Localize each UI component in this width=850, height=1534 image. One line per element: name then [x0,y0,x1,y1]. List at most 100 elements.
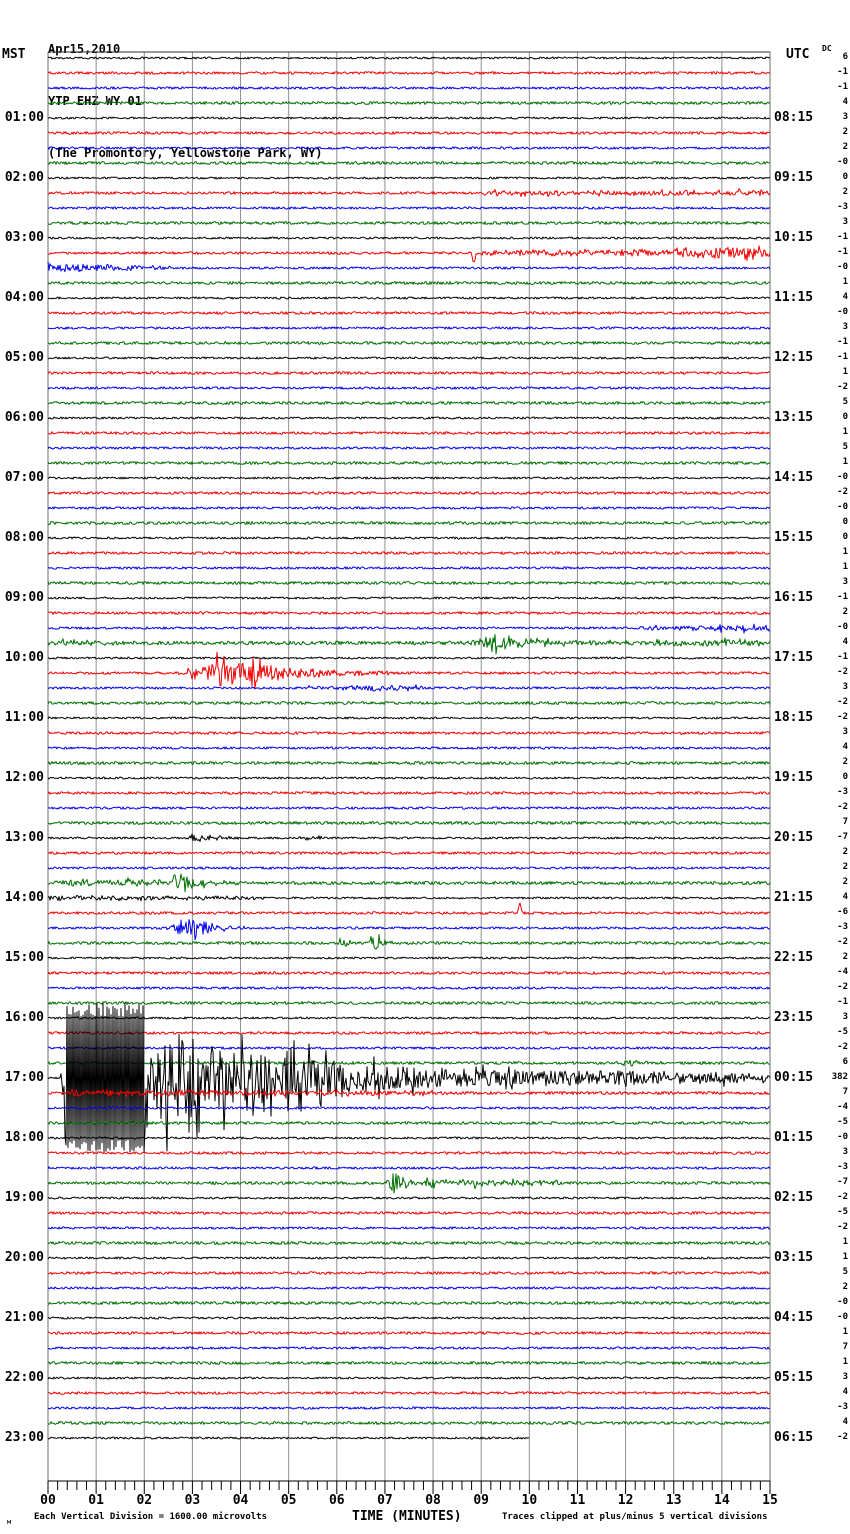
seismogram-trace [47,1331,771,1335]
seismogram-trace [47,296,771,300]
seismogram-trace [47,146,770,150]
seismogram-trace [47,131,770,135]
seismogram-trace [47,934,771,950]
seismogram-trace [47,1121,771,1125]
seismogram-trace [47,161,771,165]
seismogram-trace [47,1406,771,1410]
x-axis-title: TIME (MINUTES) [352,1509,462,1524]
seismogram-trace [47,536,771,540]
seismogram-trace [47,1226,770,1230]
seismogram-trace [47,506,771,510]
seismogram-trace [47,623,771,634]
seismogram-trace [47,873,771,893]
seismogram-trace [47,581,771,585]
seismogram-trace [47,86,771,90]
dc-column-header: DC [822,44,832,53]
seismogram-trace [47,684,771,692]
seismogram-trace [47,1001,771,1005]
seismogram-trace [47,1241,771,1245]
seismogram-trace [47,206,771,210]
seismogram-trace [47,634,771,655]
seismogram-trace [48,1016,771,1020]
seismogram-trace [47,776,770,780]
seismogram-trace [47,71,771,75]
title-station: YTP EHZ WY 01 [48,94,142,108]
seismogram-trace [47,491,771,495]
seismogram-trace [47,1196,771,1200]
left-axis-header: MST [2,47,26,62]
seismogram-trace [47,651,771,689]
seismogram-trace [47,821,771,825]
seismogram-trace [47,1166,771,1170]
seismogram-trace [47,101,771,105]
seismogram-trace [47,416,771,420]
seismogram-trace [47,1301,770,1305]
seismogram-trace [47,521,771,525]
seismogram-trace [47,551,771,555]
seismogram-trace [47,371,771,375]
seismogram-trace [47,1346,771,1350]
seismogram-trace [47,1173,771,1194]
seismogram-trace [47,866,771,870]
seismogram-trace [47,919,771,941]
seismogram-trace [47,833,771,842]
seismogram-trace [47,188,771,198]
right-axis-header: UTC [786,47,810,62]
seismogram-trace [47,56,770,60]
seismogram-trace [47,956,771,960]
seismogram-trace [47,746,771,750]
seismogram-trace [47,1271,771,1275]
seismogram-trace [47,806,771,810]
seismogram-trace [47,236,771,240]
seismogram-trace [47,1256,771,1260]
seismogram-trace [47,701,771,705]
seismogram-trace [47,176,771,180]
seismogram-trace [47,1316,771,1320]
seismogram-trace [47,1059,771,1067]
seismogram-trace [47,1211,771,1215]
seismogram-trace [47,1002,771,1153]
seismogram-trace [47,1136,771,1140]
seismogram-trace [47,971,771,975]
seismogram-trace [47,261,771,273]
seismogram-trace [47,902,771,915]
seismogram-trace [47,1361,771,1365]
seismogram-trace [47,116,771,120]
seismogram-trace [47,245,771,263]
seismogram-trace [48,731,771,735]
seismogram-trace [47,401,771,405]
seismogram-trace [47,461,771,465]
title-location: (The Promontory, Yellowstone Park, WY) [48,146,323,160]
seismogram-trace [47,611,771,615]
seismogram-trace [47,356,771,360]
seismogram-trace [47,716,771,720]
seismogram-trace [48,341,771,345]
seismogram-trace [47,1376,771,1380]
seismogram-trace [47,986,771,990]
seismogram-trace [47,1421,771,1425]
seismogram-trace [47,476,771,480]
seismogram-trace [47,1436,530,1440]
seismogram-trace [47,311,770,315]
seismogram-trace [47,1106,771,1110]
seismogram-trace [47,566,771,570]
seismogram-trace [47,761,771,765]
seismogram-trace [47,281,771,285]
seismogram-trace [47,1031,771,1035]
seismogram-trace [47,791,771,795]
clip-note: Traces clipped at plus/minus 5 vertical … [502,1512,768,1522]
seismogram-trace [47,656,771,660]
seismogram-trace [47,431,771,435]
seismogram-trace [47,1151,770,1155]
corner-mark: м [7,1518,12,1526]
vertical-division-note: Each Vertical Division = 1600.00 microvo… [34,1512,267,1522]
seismogram-trace [47,1286,771,1290]
seismogram-trace [47,851,771,855]
seismogram-trace [47,386,771,390]
seismogram-trace [47,326,771,330]
seismogram-trace [47,446,771,450]
seismogram-trace [47,221,771,225]
seismogram-trace [47,1391,771,1395]
